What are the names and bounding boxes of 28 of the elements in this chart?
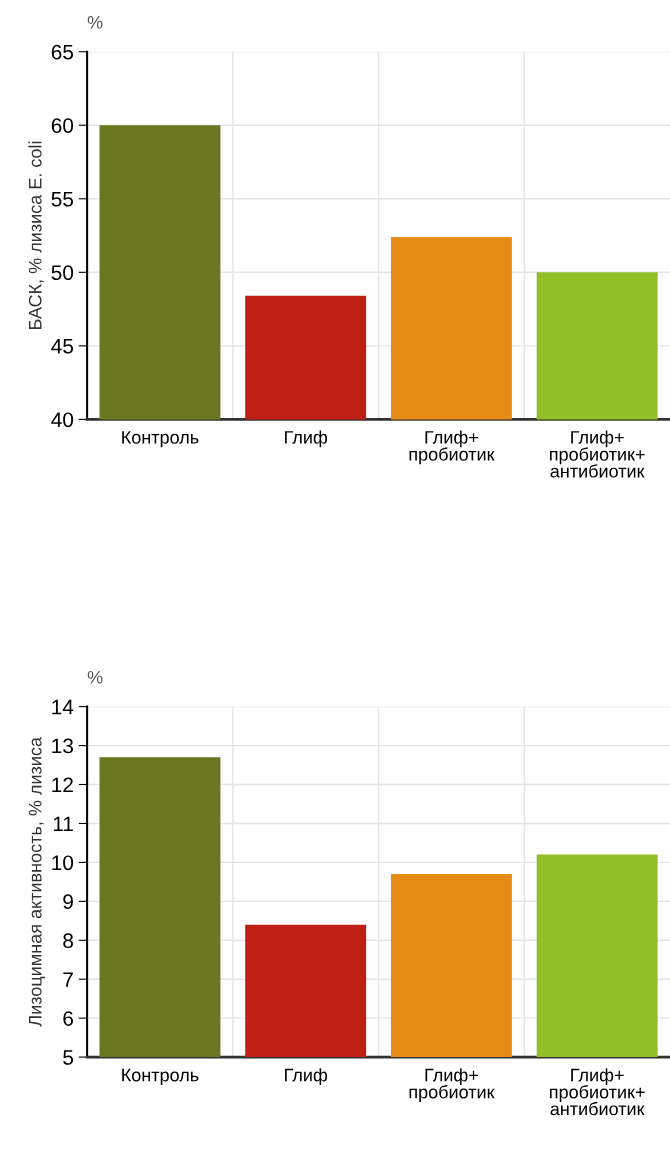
y-tick-label: 10 — [52, 855, 74, 871]
x-tick-label: Глиф+ пробиотик — [409, 1068, 495, 1103]
y-tick-label: 60 — [51, 118, 74, 133]
y-tick-label: 65 — [51, 44, 74, 60]
y-tick-label: 45 — [51, 339, 74, 354]
text: % — [87, 670, 103, 684]
y-tick-label: 9 — [63, 894, 73, 910]
y-tick-label: 5 — [63, 1050, 74, 1065]
x-tick-label: Глиф+ пробиотик — [409, 430, 495, 465]
x-tick-label: Глиф — [285, 430, 328, 448]
y-tick-label: 55 — [51, 191, 74, 207]
y-tick-label: 12 — [52, 777, 73, 793]
y-tick-label: 40 — [51, 412, 74, 428]
x-tick-label: Глиф+ пробиотик+ антибиотик — [550, 1068, 645, 1116]
y-tick-label: 8 — [63, 933, 73, 949]
x-tick-label: Контроль — [122, 431, 199, 448]
y-tick-label: 6 — [63, 1011, 73, 1026]
x-tick-label: Контроль — [122, 1068, 199, 1086]
y-tick-label: 13 — [52, 738, 73, 754]
y-tick-label: 11 — [53, 816, 73, 831]
y-tick-label: 50 — [51, 265, 74, 281]
y-axis-title: БАСК, % лизиса E. coli — [28, 141, 44, 330]
x-tick-label: Глиф+ пробиотик+ антибиотик — [550, 430, 645, 478]
x-tick-label: Глиф — [285, 1068, 328, 1086]
y-axis-title: Лизоцимная активность, % лизиса — [28, 737, 46, 1027]
y-tick-label: 14 — [52, 699, 74, 715]
text: % — [87, 15, 103, 29]
y-tick-label: 7 — [63, 972, 73, 987]
